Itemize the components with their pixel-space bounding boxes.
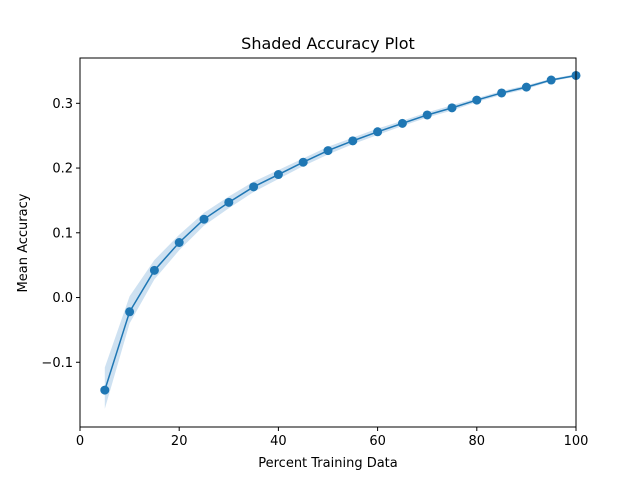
data-point [348,136,358,146]
data-point [472,95,482,105]
data-point [373,127,383,137]
x-tick-label: 40 [270,434,287,449]
series-line-layer [104,74,577,391]
data-point [323,146,333,156]
axes-frame [79,57,577,428]
x-tick-label: 20 [171,434,188,449]
data-point [447,103,457,113]
y-axis-label: Mean Accuracy [16,193,31,292]
y-axis-ticks: −0.1 0.0 0.1 0.2 0.3 [41,97,80,371]
data-point [100,385,110,395]
data-point [497,88,507,98]
series-line [104,74,577,391]
x-tick-label: 60 [369,434,386,449]
y-tick-label: 0.0 [52,291,73,306]
series-points-layer [100,70,581,395]
data-point [546,75,556,85]
plot-area [100,70,581,409]
y-tick-label: 0.2 [52,162,73,177]
x-tick-label: 100 [564,434,589,449]
data-point [224,197,234,207]
chart-title: Shaded Accuracy Plot [241,34,415,53]
y-tick-label: −0.1 [41,356,73,371]
y-tick-label: 0.3 [52,97,73,112]
data-point [149,265,159,275]
x-axis-label: Percent Training Data [258,456,398,471]
data-point [422,110,432,120]
x-tick-label: 80 [469,434,486,449]
data-point [298,157,308,167]
y-tick-label: 0.1 [52,226,73,241]
data-point [199,214,209,224]
x-tick-label: 0 [76,434,84,449]
x-axis-ticks: 0 20 40 60 80 100 [76,427,589,449]
data-point [397,118,407,128]
data-point [273,170,283,180]
data-point [125,307,135,317]
data-point [521,82,531,92]
data-point [249,182,259,192]
data-point [174,238,184,247]
